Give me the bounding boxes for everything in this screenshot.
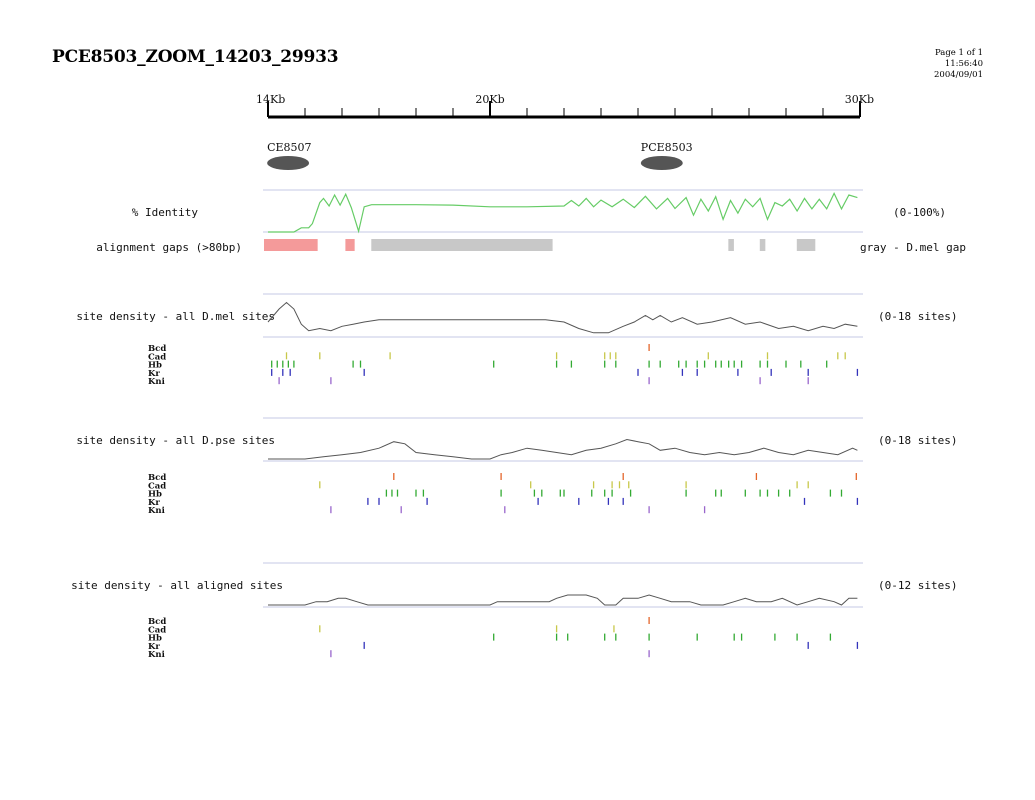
regulatory-elements: CE8507 PCE8503: [267, 141, 693, 170]
axis-tick-label: 30Kb: [845, 93, 874, 106]
track-label: Bcd: [148, 473, 166, 483]
density-label: site density - all D.mel sites: [76, 310, 275, 323]
gap-segment: [371, 239, 553, 251]
axis-tick-label: 20Kb: [475, 93, 504, 106]
page-number: Page 1 of 1: [934, 48, 983, 58]
track-label: Bcd: [148, 617, 166, 627]
print-date: 2004/09/01: [934, 70, 983, 80]
track-label: Kni: [148, 377, 166, 387]
gap-segment: [796, 239, 816, 251]
track-label: Cad: [148, 481, 166, 491]
gap-segment: [264, 239, 318, 251]
density-label: site density - all D.pse sites: [76, 434, 275, 447]
track-label: Hb: [148, 490, 162, 500]
density-line: [268, 594, 858, 606]
gaps-label: alignment gaps (>80bp): [96, 241, 242, 254]
track-label: Cad: [148, 352, 166, 362]
density-label: site density - all aligned sites: [71, 579, 283, 592]
element-label: PCE8503: [641, 141, 693, 154]
density-line: [267, 301, 858, 334]
track-label: Cad: [148, 625, 166, 635]
density-panel: site density - all aligned sites (0-12 si…: [71, 562, 957, 660]
identity-track: % Identity (0-100%): [132, 189, 946, 234]
density-panel: site density - all D.pse sites (0-18 site…: [76, 417, 957, 516]
print-time: 11:56:40: [944, 59, 983, 69]
density-range-label: (0-18 sites): [878, 310, 957, 323]
track-label: Hb: [148, 361, 162, 371]
density-range-label: (0-18 sites): [878, 434, 957, 447]
element-oval: [267, 156, 310, 170]
alignment-gaps-track: alignment gaps (>80bp) gray - D.mel gap: [96, 239, 966, 254]
element-oval: [640, 156, 683, 170]
identity-label: % Identity: [132, 206, 199, 219]
track-label: Kr: [148, 498, 160, 508]
track-label: Kni: [148, 650, 166, 660]
site-density-panels: site density - all D.mel sites (0-18 site…: [71, 293, 957, 660]
page-meta: Page 1 of 1 11:56:40 2004/09/01: [934, 48, 983, 81]
kb-axis: 14Kb 20Kb 30Kb: [256, 93, 874, 119]
gap-segment: [728, 239, 734, 251]
axis-tick-label: 14Kb: [256, 93, 285, 106]
gap-segment: [345, 239, 355, 251]
gap-segment: [759, 239, 766, 251]
track-label: Hb: [148, 634, 162, 644]
density-range-label: (0-12 sites): [878, 579, 957, 592]
element-label: CE8507: [267, 141, 311, 154]
track-label: Kni: [148, 506, 166, 516]
identity-line: [268, 192, 858, 234]
density-line: [268, 438, 858, 460]
track-label: Kr: [148, 642, 160, 652]
density-panel: site density - all D.mel sites (0-18 site…: [76, 293, 957, 387]
track-label: Bcd: [148, 344, 166, 354]
track-label: Kr: [148, 369, 160, 379]
page-title: PCE8503_ZOOM_14203_29933: [52, 47, 339, 67]
identity-range-label: (0-100%): [893, 206, 946, 219]
gaps-legend: gray - D.mel gap: [860, 241, 966, 254]
